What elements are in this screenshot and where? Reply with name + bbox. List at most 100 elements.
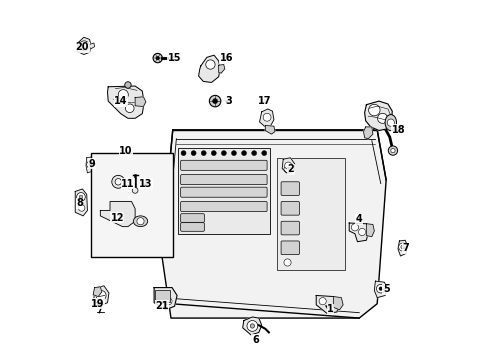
Text: 6: 6 (251, 334, 258, 345)
Text: 4: 4 (355, 215, 362, 224)
Circle shape (112, 175, 124, 188)
Circle shape (398, 243, 406, 251)
Text: 16: 16 (220, 53, 233, 63)
Circle shape (250, 324, 254, 328)
Circle shape (79, 195, 82, 199)
Text: 17: 17 (257, 96, 270, 106)
Polygon shape (282, 158, 294, 174)
Circle shape (89, 163, 92, 166)
Polygon shape (93, 287, 102, 297)
Circle shape (284, 162, 291, 169)
Polygon shape (218, 64, 224, 73)
FancyBboxPatch shape (281, 202, 299, 215)
Text: 1: 1 (326, 304, 333, 314)
Circle shape (86, 161, 94, 168)
Circle shape (246, 320, 257, 331)
Circle shape (191, 150, 196, 156)
Text: 21: 21 (155, 301, 168, 311)
FancyBboxPatch shape (281, 182, 299, 195)
Circle shape (284, 166, 290, 173)
Circle shape (124, 82, 131, 88)
Polygon shape (154, 288, 177, 310)
Polygon shape (316, 296, 338, 314)
Text: 19: 19 (91, 299, 104, 309)
Text: 20: 20 (76, 42, 89, 52)
FancyBboxPatch shape (180, 187, 266, 197)
FancyBboxPatch shape (180, 175, 266, 185)
Polygon shape (135, 97, 145, 107)
Circle shape (157, 291, 165, 300)
FancyBboxPatch shape (180, 202, 266, 212)
Polygon shape (364, 101, 391, 131)
Text: 18: 18 (391, 125, 405, 135)
Circle shape (351, 224, 358, 231)
Circle shape (251, 150, 256, 156)
FancyBboxPatch shape (281, 241, 299, 255)
Polygon shape (265, 126, 274, 134)
Circle shape (386, 119, 394, 126)
Ellipse shape (384, 114, 396, 131)
Circle shape (81, 43, 86, 48)
Bar (155, 291, 169, 302)
Circle shape (96, 291, 106, 301)
Polygon shape (100, 202, 135, 226)
Circle shape (156, 56, 159, 60)
Circle shape (284, 259, 290, 266)
Polygon shape (366, 224, 373, 237)
Ellipse shape (133, 216, 147, 226)
Circle shape (376, 284, 384, 293)
Circle shape (132, 188, 138, 193)
Bar (91, 153, 173, 257)
FancyBboxPatch shape (180, 214, 204, 222)
Polygon shape (161, 130, 386, 318)
Text: 8: 8 (76, 198, 83, 208)
Bar (178, 148, 269, 234)
Bar (276, 158, 344, 270)
Circle shape (263, 113, 270, 121)
Circle shape (377, 113, 387, 123)
Circle shape (181, 150, 185, 156)
Polygon shape (348, 223, 367, 242)
Circle shape (164, 298, 172, 305)
Circle shape (387, 146, 397, 155)
Circle shape (153, 53, 162, 63)
Circle shape (319, 298, 325, 305)
Polygon shape (397, 240, 407, 256)
Polygon shape (363, 127, 372, 139)
Circle shape (209, 95, 221, 107)
Circle shape (390, 148, 394, 153)
Text: 11: 11 (121, 179, 134, 189)
FancyBboxPatch shape (180, 160, 266, 170)
Circle shape (221, 150, 226, 156)
Text: 14: 14 (114, 96, 127, 106)
Text: 3: 3 (224, 96, 231, 106)
Polygon shape (373, 281, 386, 298)
Circle shape (78, 205, 85, 211)
Circle shape (118, 90, 128, 100)
Text: 15: 15 (167, 53, 181, 63)
Circle shape (137, 218, 144, 225)
Circle shape (125, 104, 134, 113)
Text: 12: 12 (110, 213, 123, 222)
Text: 13: 13 (139, 179, 152, 189)
Polygon shape (107, 86, 144, 118)
Text: 10: 10 (119, 146, 133, 156)
Polygon shape (89, 43, 94, 49)
Circle shape (261, 150, 266, 156)
Text: 2: 2 (287, 164, 294, 174)
Text: 7: 7 (402, 243, 408, 253)
Polygon shape (75, 189, 87, 216)
Circle shape (400, 245, 404, 249)
Polygon shape (198, 55, 220, 82)
Circle shape (378, 287, 382, 291)
Polygon shape (94, 286, 109, 306)
Circle shape (212, 99, 217, 104)
Text: 9: 9 (88, 159, 95, 169)
FancyBboxPatch shape (281, 221, 299, 235)
Text: 5: 5 (382, 284, 389, 294)
Circle shape (205, 60, 215, 69)
Circle shape (231, 150, 236, 156)
Circle shape (77, 193, 85, 201)
Circle shape (201, 150, 206, 156)
Circle shape (241, 150, 246, 156)
